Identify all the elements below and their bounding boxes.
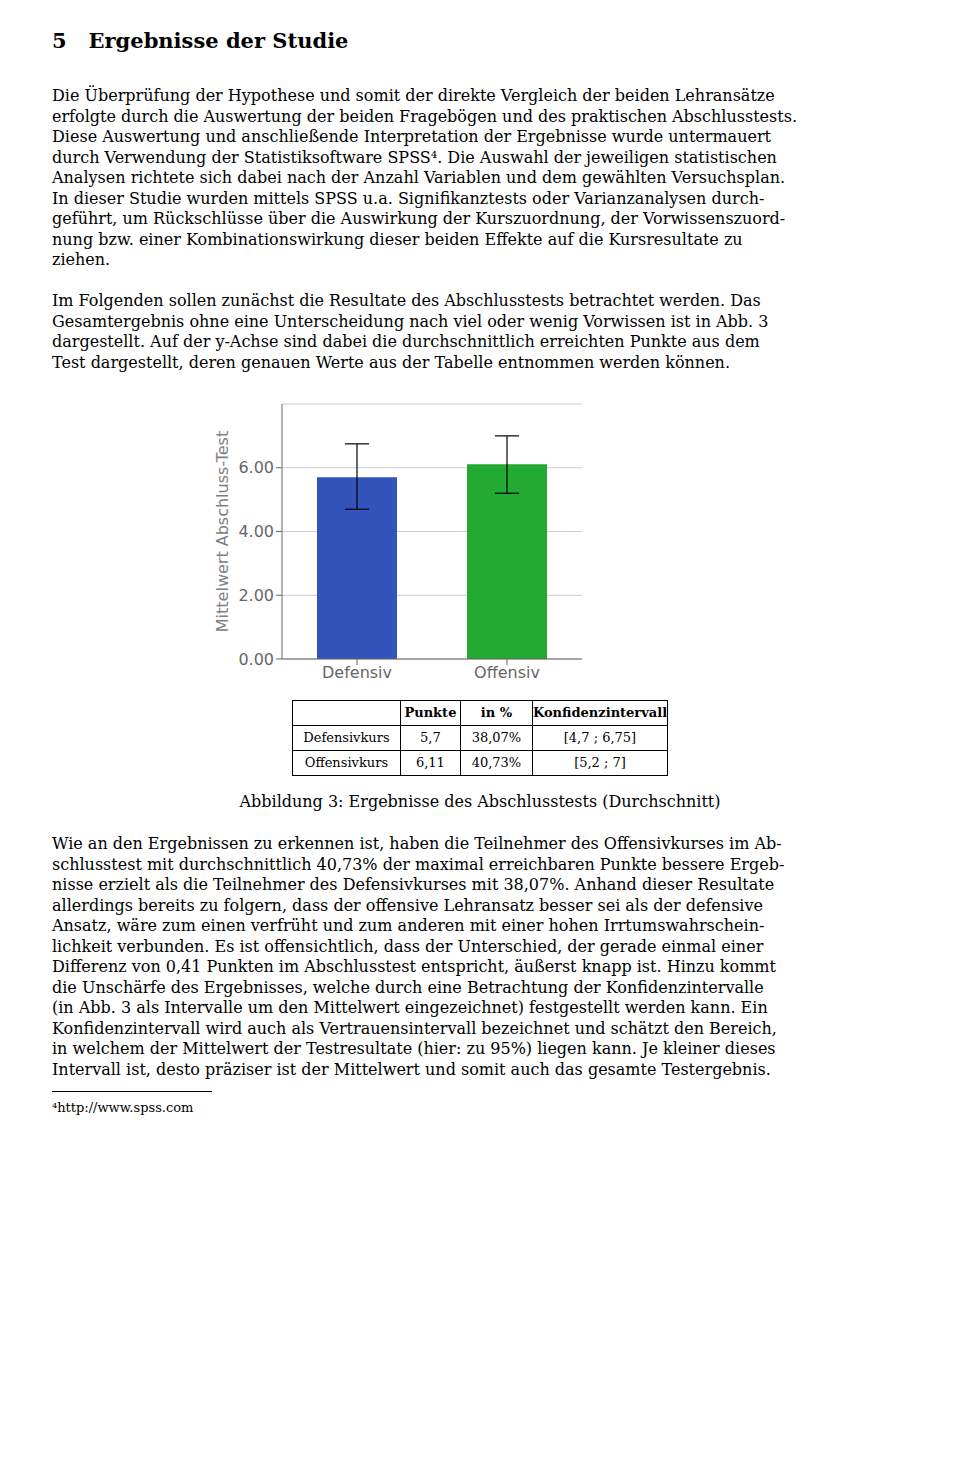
html-text:nisse erzielt als die Teilnehm: nisse erzielt als die Teilnehmer des Def… [52,875,775,894]
html-text:nung bzw. einer Kombinationswi: nung bzw. einer Kombinationswirkung dies… [52,229,743,249]
html-text:Die Überprüfung der Hypothese: Die Überprüfung der Hypothese und somit … [52,86,775,105]
html-text:die Unschärfe des Ergebnisses,: die Unschärfe des Ergebnisses, welche du… [52,977,764,997]
html-text:Defensivkurs: Defensivkurs [303,730,390,745]
html-text:In dieser Studie wurden mittel: In dieser Studie wurden mittels SPSS u.a… [52,188,765,208]
svg-text:4.00: 4.00 [238,522,274,541]
html-text:Konfidenzintervall wird auch a: Konfidenzintervall wird auch als Vertrau… [52,1018,777,1038]
html-text:⁴http://www.spss.com: ⁴http://www.spss.com [52,1099,194,1115]
html-text:lichkeit verbunden. Es ist off: lichkeit verbunden. Es ist offensichtlic… [52,936,764,956]
svg-text:Offensiv: Offensiv [474,663,540,682]
html-text:Test dargestellt, deren genaue: Test dargestellt, deren genauen Werte au… [52,352,730,372]
html-text:in welchem der Mittelwert der: in welchem der Mittelwert der Testresult… [52,1039,776,1058]
svg-text:2.00: 2.00 [238,585,274,604]
html-text:Ansatz, wäre zum einen verfrüh: Ansatz, wäre zum einen verfrüht und zum … [52,916,765,935]
svg-text:6.00: 6.00 [238,458,274,477]
html-text:(in Abb. 3 als Intervalle um d: (in Abb. 3 als Intervalle um den Mittelw… [52,998,768,1017]
html-text:Diese Auswertung und anschließ: Diese Auswertung und anschließende Inter… [52,127,771,146]
html-text:Wie an den Ergebnissen zu erke: Wie an den Ergebnissen zu erkennen ist, … [52,834,782,853]
html-text:Differenz von 0,41 Punkten im: Differenz von 0,41 Punkten im Abschlusst… [52,957,776,976]
html-text:40,73%: 40,73% [471,755,522,770]
html-text:Intervall ist, desto präziser: Intervall ist, desto präziser ist der Mi… [52,1059,771,1079]
html-text:[4,7 ; 6,75]: [4,7 ; 6,75] [563,730,637,745]
svg-text:Defensiv: Defensiv [322,663,392,682]
html-text:5 Ergebnisse der Studie: 5 Ergebnisse der Studie [52,28,349,53]
html-text:Konfidenzintervall: Konfidenzintervall [532,705,668,720]
html-text:Offensivkurs: Offensivkurs [304,755,389,770]
html-text:38,07%: 38,07% [471,730,522,745]
html-text:6,11: 6,11 [415,755,445,770]
html-text:durch Verwendung der Statistik: durch Verwendung der Statistiksoftware S… [52,147,777,167]
html-text:Analysen richtete sich dabei n: Analysen richtete sich dabei nach der An… [52,168,786,187]
svg-text:0.00: 0.00 [238,649,274,668]
html-text:dargestellt. Auf der y-Achse s: dargestellt. Auf der y-Achse sind dabei … [52,332,760,351]
html-text:schlusstest mit durchschnittli: schlusstest mit durchschnittlich 40,73% … [52,854,785,874]
html-text:in %: in % [480,705,513,720]
html-text:Im Folgenden sollen zunächst d: Im Folgenden sollen zunächst die Resulta… [52,291,761,310]
html-text:[5,2 ; 7]: [5,2 ; 7] [574,755,626,770]
html-text:Punkte: Punkte [404,705,457,720]
html-text:allerdings bereits zu folgern,: allerdings bereits zu folgern, dass der … [52,895,763,915]
html-text:Gesamtergebnis ohne eine Unter: Gesamtergebnis ohne eine Unterscheidung … [52,311,769,331]
svg-text:Mittelwert Abschluss-Test: Mittelwert Abschluss-Test [213,430,232,631]
html-text:geführt, um Rückschlüsse über: geführt, um Rückschlüsse über die Auswir… [52,209,786,228]
html-text:erfolgte durch die Auswertung: erfolgte durch die Auswertung der beiden… [52,106,797,126]
html-text:ziehen.: ziehen. [52,250,111,269]
html-text:5,7: 5,7 [420,730,441,745]
html-text:Abbildung 3: Ergebnisse des Ab: Abbildung 3: Ergebnisse des Abschlusstes… [239,791,721,811]
